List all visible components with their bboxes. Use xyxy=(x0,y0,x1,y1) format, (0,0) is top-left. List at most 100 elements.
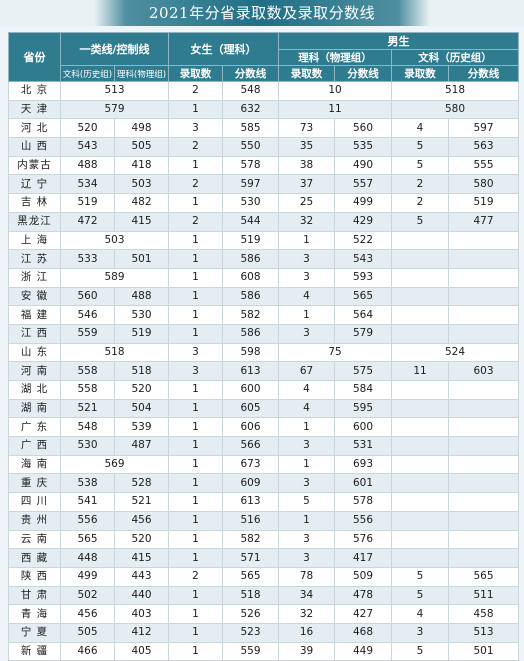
province-cell: 河 北 xyxy=(8,118,61,139)
first-tier-history-cell: 520 xyxy=(60,118,115,139)
province-cell: 河 南 xyxy=(8,361,61,381)
male-arts-admitted-cell: 4 xyxy=(391,118,449,139)
table-row: 海 南 569 1 673 1 693 xyxy=(8,454,519,475)
male-science-score-cell: 417 xyxy=(334,548,392,568)
first-tier-history-cell: 505 xyxy=(60,622,115,643)
table-row: 山 东 518 3 598 75 524 xyxy=(8,342,519,363)
male-science-score-cell: 557 xyxy=(334,174,392,195)
female-score-cell: 565 xyxy=(222,566,279,587)
male-science-admitted-cell: 3 xyxy=(278,249,335,269)
province-cell: 广 东 xyxy=(8,417,61,438)
table-row: 陕 西 499 443 2 565 78 509 5 565 xyxy=(8,566,519,587)
male-science-score-cell: 429 xyxy=(334,211,392,232)
province-cell: 天 津 xyxy=(8,99,61,120)
female-admitted-cell: 1 xyxy=(168,286,223,307)
province-cell: 上 海 xyxy=(8,230,61,251)
female-score-cell: 582 xyxy=(222,305,279,325)
male-arts-score-cell xyxy=(448,492,519,512)
female-header: 女生（理科） xyxy=(168,32,279,66)
table-row: 河 北 520 498 3 585 73 560 4 597 xyxy=(8,118,519,139)
first-tier-physics-cell: 440 xyxy=(114,585,169,606)
male-science-score-cell: 576 xyxy=(334,529,392,550)
first-tier-combined-cell: 569 xyxy=(60,454,169,475)
admission-table: 省份 一类线/控制线 女生（理科） 男生 理科（物理组） 文科（历史组） 文科(… xyxy=(8,32,519,661)
first-tier-history-cell: 565 xyxy=(60,529,115,550)
male-science-score-cell: 499 xyxy=(334,193,392,213)
male-arts-admitted-cell: 5 xyxy=(391,155,449,176)
first-tier-history-cell: 521 xyxy=(60,398,115,419)
province-cell: 江 苏 xyxy=(8,249,61,269)
male-arts-admitted-cell xyxy=(391,454,449,475)
male-science-score-cell: 490 xyxy=(334,155,392,176)
female-admitted-cell: 1 xyxy=(168,548,223,568)
male-science-admitted-cell: 67 xyxy=(278,361,335,381)
male-science-admitted-cell: 4 xyxy=(278,380,335,400)
male-arts-score-cell: 563 xyxy=(448,137,519,157)
table-row: 山 西 543 505 2 550 35 535 5 563 xyxy=(8,137,519,157)
province-header: 省份 xyxy=(8,32,61,82)
first-tier-physics-cell: 415 xyxy=(114,211,169,232)
male-arts-admitted-cell xyxy=(391,380,449,400)
first-tier-physics-cell: 528 xyxy=(114,473,169,494)
male-science-admitted-header: 录取数 xyxy=(278,65,335,82)
table-row: 四 川 541 521 1 613 5 578 xyxy=(8,492,519,512)
male-science-score-cell: 560 xyxy=(334,118,392,139)
female-score-cell: 518 xyxy=(222,585,279,606)
female-score-cell: 544 xyxy=(222,211,279,232)
female-score-cell: 530 xyxy=(222,193,279,213)
male-science-score-cell: 579 xyxy=(334,323,392,344)
male-science-score-cell: 565 xyxy=(334,286,392,307)
province-cell: 宁 夏 xyxy=(8,622,61,643)
male-arts-admitted-cell: 5 xyxy=(391,137,449,157)
first-tier-history-cell: 456 xyxy=(60,604,115,624)
female-score-cell: 585 xyxy=(222,118,279,139)
first-tier-history-cell: 448 xyxy=(60,548,115,568)
male-science-admitted-cell: 3 xyxy=(278,267,335,288)
male-arts-score-cell xyxy=(448,305,519,325)
province-cell: 湖 南 xyxy=(8,398,61,419)
table-row: 黑龙江 472 415 2 544 32 429 5 477 xyxy=(8,211,519,232)
female-admitted-cell: 1 xyxy=(168,99,223,120)
male-science-admitted-cell: 3 xyxy=(278,529,335,550)
female-score-cell: 613 xyxy=(222,492,279,512)
female-score-cell: 550 xyxy=(222,137,279,157)
province-cell: 福 建 xyxy=(8,305,61,325)
male-arts-score-cell: 477 xyxy=(448,211,519,232)
male-arts-admitted-cell xyxy=(391,529,449,550)
first-tier-history-cell: 472 xyxy=(60,211,115,232)
male-arts-score-cell xyxy=(448,529,519,550)
first-tier-history-cell: 560 xyxy=(60,286,115,307)
female-score-cell: 582 xyxy=(222,529,279,550)
female-admitted-cell: 1 xyxy=(168,398,223,419)
male-science-score-cell: 531 xyxy=(334,436,392,456)
first-tier-physics-cell: 482 xyxy=(114,193,169,213)
first-tier-physics-cell: 503 xyxy=(114,174,169,195)
male-science-admitted-cell: 5 xyxy=(278,492,335,512)
first-tier-physics-cell: 505 xyxy=(114,137,169,157)
male-arts-score-cell xyxy=(448,473,519,494)
male-arts-score-cell: 513 xyxy=(448,622,519,643)
female-admitted-cell: 1 xyxy=(168,323,223,344)
male-science-admitted-cell: 38 xyxy=(278,155,335,176)
male-arts-admitted-cell xyxy=(391,267,449,288)
table-row: 宁 夏 505 412 1 523 16 468 3 513 xyxy=(8,622,519,643)
province-cell: 云 南 xyxy=(8,529,61,550)
male-science-admitted-cell: 4 xyxy=(278,286,335,307)
table-row: 广 东 548 539 1 606 1 600 xyxy=(8,417,519,438)
male-arts-score-cell xyxy=(448,230,519,251)
first-tier-physics-cell: 412 xyxy=(114,622,169,643)
female-admitted-cell: 2 xyxy=(168,566,223,587)
first-tier-physics-cell: 518 xyxy=(114,361,169,381)
male-science-admitted-cell: 32 xyxy=(278,604,335,624)
first-tier-combined-cell: 513 xyxy=(60,81,169,101)
male-arts-admitted-cell: 2 xyxy=(391,193,449,213)
female-admitted-cell: 2 xyxy=(168,81,223,101)
table-row: 福 建 546 530 1 582 1 564 xyxy=(8,305,519,325)
male-science-score-cell: 522 xyxy=(334,230,392,251)
table-row: 湖 南 521 504 1 605 4 595 xyxy=(8,398,519,419)
female-admitted-cell: 2 xyxy=(168,211,223,232)
female-admitted-cell: 1 xyxy=(168,641,223,661)
male-science-admitted-cell: 73 xyxy=(278,118,335,139)
first-tier-physics-cell: 530 xyxy=(114,305,169,325)
male-science-score-cell: 693 xyxy=(334,454,392,475)
